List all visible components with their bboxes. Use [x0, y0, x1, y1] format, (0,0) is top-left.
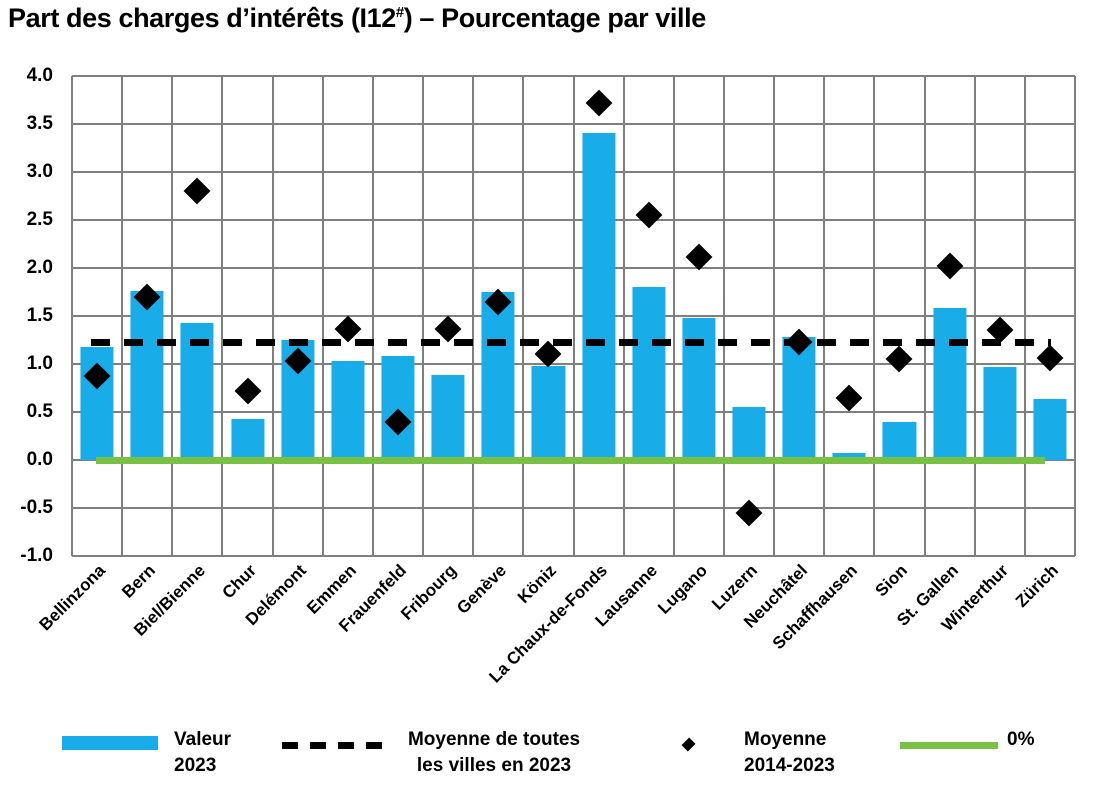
legend-label-0: 0%	[1007, 727, 1034, 753]
chart-title-superscript: #	[395, 5, 404, 21]
bar-sion	[882, 421, 917, 460]
v-gridline	[622, 76, 625, 556]
y-tick-label-4.0: 4.0	[26, 65, 53, 87]
v-gridline	[923, 76, 926, 556]
legend-label-moyenne-2014-2023: Moyenne 2014-2023	[744, 727, 835, 779]
bar-frauenfeld	[381, 356, 415, 460]
bar-k-niz	[531, 365, 565, 460]
x-tick-text: Genève	[453, 560, 511, 618]
v-gridline	[773, 76, 776, 556]
legend-label-line: les villes en 2023	[416, 755, 572, 776]
v-gridline	[973, 76, 976, 556]
v-gridline	[71, 76, 73, 556]
legend-swatch-bar-swatch	[62, 736, 158, 750]
legend-swatch-diamond	[681, 737, 696, 752]
v-gridline	[522, 76, 525, 556]
v-gridline	[1023, 76, 1026, 556]
x-tick-text: Bern	[118, 560, 160, 602]
v-gridline	[271, 76, 274, 556]
y-tick-label-0.0: 0.0	[26, 449, 53, 471]
diamond-lausanne	[635, 201, 663, 229]
x-tick-text: Bellinzona	[35, 560, 110, 635]
bar-fribourg	[431, 374, 465, 460]
bar-luzern	[732, 407, 766, 460]
x-tick-text: Zürich	[1011, 560, 1062, 611]
chart-title-suffix: ) – Pourcentage par ville	[403, 3, 707, 33]
y-axis: 4.0 3.5 3.0 2.5 2.0 1.5 1.0 0.5 0.0 -0.5 -1.0	[0, 66, 62, 565]
legend-label-line: Moyenne de toutes	[407, 729, 581, 750]
bar-winterthur	[983, 366, 1017, 460]
y-tick-label-3.0: 3.0	[26, 161, 53, 183]
legend-label-line: 2014-2023	[744, 755, 835, 776]
plot-area	[71, 75, 1076, 557]
legend-label-line: 2023	[174, 755, 217, 776]
y-tick-label-2.5: 2.5	[26, 209, 53, 231]
v-gridline	[1074, 76, 1076, 556]
h-gridline	[72, 555, 1075, 557]
v-gridline	[873, 76, 876, 556]
bar-lausanne	[632, 287, 666, 460]
v-gridline	[171, 76, 174, 556]
v-gridline	[572, 76, 575, 556]
diamond-z-rich	[1036, 344, 1064, 372]
bar-z-rich	[1033, 398, 1067, 460]
legend-label-line: Valeur	[174, 729, 232, 750]
diamond-schaffhausen	[835, 384, 863, 412]
y-tick-label-3.5: 3.5	[26, 113, 53, 135]
chart-title-text: Part des charges d’intérêts (I12	[8, 3, 396, 33]
x-tick-text: Chur	[218, 560, 260, 603]
zero-percent-line	[96, 456, 1045, 464]
bar-la-chaux-de-fonds	[582, 132, 616, 460]
v-gridline	[221, 76, 224, 556]
x-axis: Bellinzona Bern Biel/Bienne Chur Delémont Emm…	[36, 558, 1075, 723]
bar-chur	[230, 418, 265, 460]
v-gridline	[472, 76, 475, 556]
bar-neuch-tel	[782, 337, 816, 460]
v-gridline	[121, 76, 124, 556]
legend-swatch-dashed-line	[282, 742, 383, 749]
v-gridline	[422, 76, 425, 556]
bar-st-gallen	[933, 308, 967, 460]
v-gridline	[371, 76, 374, 556]
bar-bern	[130, 291, 164, 460]
y-tick-label-0.5: 0.5	[26, 401, 53, 423]
legend-label-line: Moyenne	[744, 729, 827, 750]
y-tick-label-1.5: 1.5	[26, 305, 53, 327]
mean-all-cities-dashed-line	[91, 339, 1051, 347]
diamond-sion	[886, 345, 913, 373]
y-tick-label-2.0: 2.0	[26, 257, 53, 279]
chart-title: Part des charges d’intérêts (I12#) – Pou…	[8, 3, 706, 34]
v-gridline	[823, 76, 826, 556]
y-tick-label--0.5: -0.5	[20, 497, 53, 519]
v-gridline	[321, 76, 324, 556]
legend-label-line: 0%	[1007, 729, 1035, 750]
diamond-st-gallen	[936, 252, 964, 280]
legend-swatch-zero-line	[900, 742, 998, 749]
diamond-la-chaux-de-fonds	[585, 89, 612, 117]
x-tick-text: Sion	[872, 560, 912, 601]
diamond-chur	[234, 377, 261, 405]
x-tick-text: Köniz	[514, 560, 561, 607]
bar-gen-ve	[481, 292, 515, 460]
v-gridline	[672, 76, 675, 556]
legend-label-moyenne-de-toutes-les-villes-en-2023: Moyenne de toutes les villes en 2023	[388, 727, 600, 779]
diamond-biel-bienne	[183, 177, 211, 205]
y-tick-label-1.0: 1.0	[26, 353, 53, 375]
diamond-luzern	[735, 499, 763, 527]
y-tick-label--1.0: -1.0	[20, 545, 53, 567]
legend-label-valeur-2023: Valeur 2023	[174, 727, 231, 779]
x-tick-text: Lugano	[654, 560, 711, 618]
bar-emmen	[331, 361, 365, 460]
v-gridline	[722, 76, 725, 556]
